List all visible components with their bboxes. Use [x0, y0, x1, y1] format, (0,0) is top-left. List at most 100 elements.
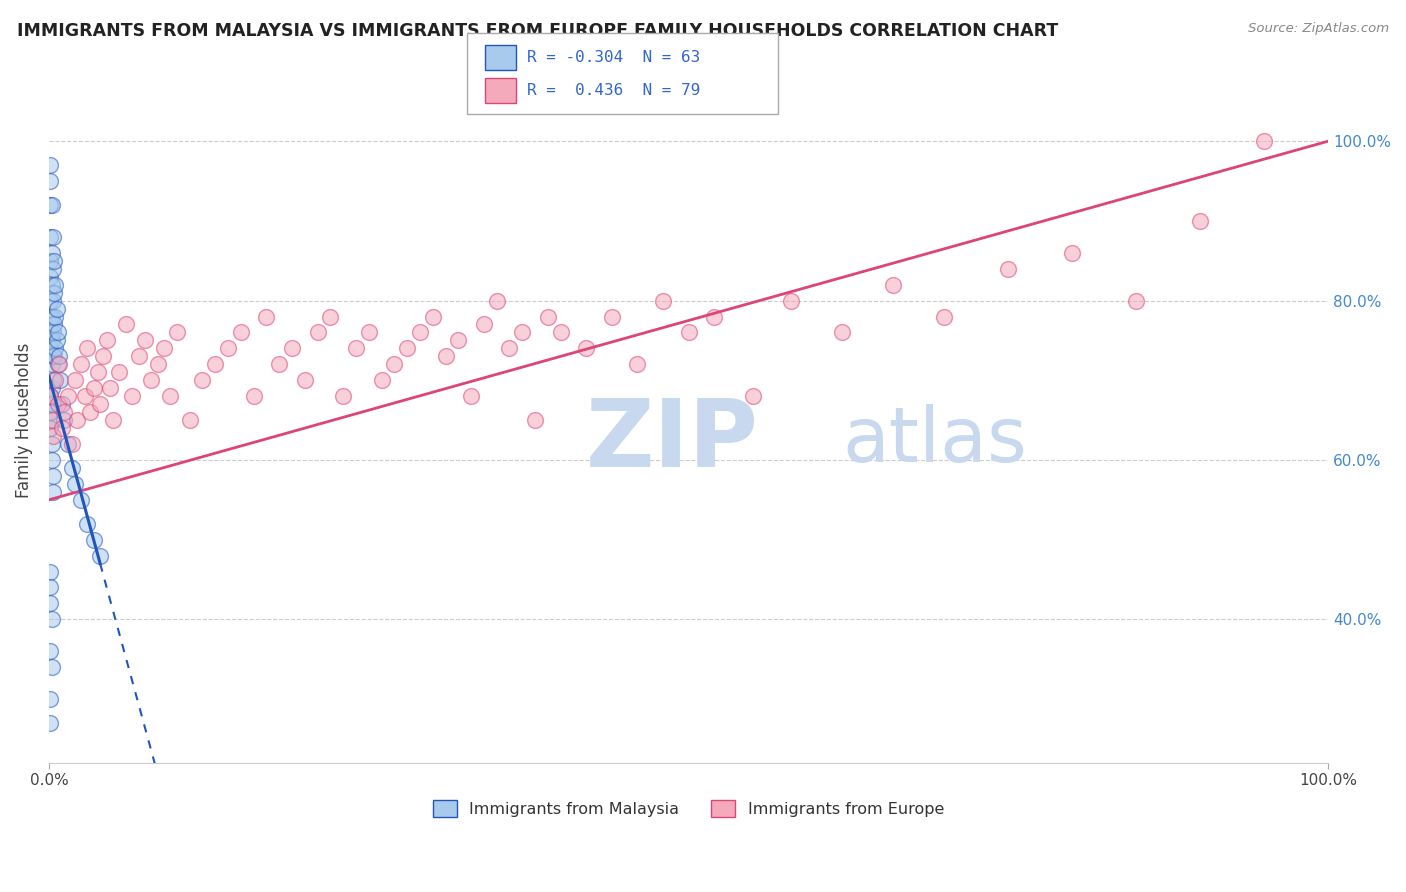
Text: Source: ZipAtlas.com: Source: ZipAtlas.com	[1249, 22, 1389, 36]
Point	[41, 413, 63, 427]
Point	[678, 326, 700, 340]
Point	[51, 421, 73, 435]
Point	[39, 253, 62, 268]
Point	[831, 326, 853, 340]
Point	[45, 334, 67, 348]
Point	[422, 310, 444, 324]
Point	[39, 293, 62, 308]
Point	[42, 326, 65, 340]
Point	[41, 453, 63, 467]
Point	[307, 326, 329, 340]
Point	[42, 429, 65, 443]
Point	[42, 350, 65, 364]
Point	[1189, 214, 1212, 228]
Point	[83, 381, 105, 395]
Point	[44, 277, 66, 292]
Point	[45, 301, 67, 316]
Point	[39, 692, 62, 706]
Point	[39, 389, 62, 403]
Point	[294, 373, 316, 387]
Point	[42, 285, 65, 300]
Point	[254, 310, 277, 324]
Point	[100, 381, 122, 395]
Point	[41, 198, 63, 212]
Point	[86, 365, 108, 379]
Point	[42, 229, 65, 244]
Point	[242, 389, 264, 403]
Point	[179, 413, 201, 427]
Point	[41, 310, 63, 324]
Point	[460, 389, 482, 403]
Point	[42, 318, 65, 332]
Point	[46, 357, 69, 371]
Point	[70, 492, 93, 507]
Point	[42, 373, 65, 387]
Point	[332, 389, 354, 403]
Point	[121, 389, 143, 403]
Point	[600, 310, 623, 324]
Point	[39, 596, 62, 610]
Point	[39, 174, 62, 188]
Point	[498, 342, 520, 356]
Text: R =  0.436  N = 79: R = 0.436 N = 79	[527, 83, 700, 97]
Point	[89, 549, 111, 563]
Point	[60, 437, 83, 451]
Point	[41, 334, 63, 348]
Point	[382, 357, 405, 371]
Point	[703, 310, 725, 324]
Point	[48, 357, 70, 371]
Point	[39, 565, 62, 579]
Point	[108, 365, 131, 379]
Point	[39, 405, 62, 419]
Point	[39, 644, 62, 658]
Point	[780, 293, 803, 308]
Point	[39, 269, 62, 284]
Point	[39, 421, 62, 435]
Point	[51, 397, 73, 411]
Point	[41, 413, 63, 427]
Point	[56, 389, 79, 403]
Point	[46, 397, 69, 411]
Point	[229, 326, 252, 340]
Point	[42, 350, 65, 364]
Point	[44, 373, 66, 387]
Point	[41, 277, 63, 292]
Point	[997, 261, 1019, 276]
Point	[53, 413, 76, 427]
Point	[49, 373, 72, 387]
Point	[76, 516, 98, 531]
Point	[79, 405, 101, 419]
Point	[42, 261, 65, 276]
Point	[42, 293, 65, 308]
Point	[96, 334, 118, 348]
Point	[42, 397, 65, 411]
Point	[550, 326, 572, 340]
Point	[319, 310, 342, 324]
Point	[396, 342, 419, 356]
Point	[434, 350, 457, 364]
Point	[42, 253, 65, 268]
Point	[741, 389, 763, 403]
Point	[44, 310, 66, 324]
Point	[114, 318, 136, 332]
Point	[83, 533, 105, 547]
Point	[41, 357, 63, 371]
Point	[76, 342, 98, 356]
Point	[1125, 293, 1147, 308]
Point	[41, 245, 63, 260]
Point	[357, 326, 380, 340]
Legend: Immigrants from Malaysia, Immigrants from Europe: Immigrants from Malaysia, Immigrants fro…	[426, 794, 950, 823]
Point	[191, 373, 214, 387]
Point	[934, 310, 956, 324]
Point	[39, 326, 62, 340]
Point	[447, 334, 470, 348]
Point	[882, 277, 904, 292]
Point	[269, 357, 291, 371]
Point	[91, 350, 114, 364]
Point	[46, 326, 69, 340]
Point	[652, 293, 675, 308]
Point	[63, 476, 86, 491]
Point	[153, 342, 176, 356]
Point	[1062, 245, 1084, 260]
Text: ZIP: ZIP	[586, 394, 759, 487]
